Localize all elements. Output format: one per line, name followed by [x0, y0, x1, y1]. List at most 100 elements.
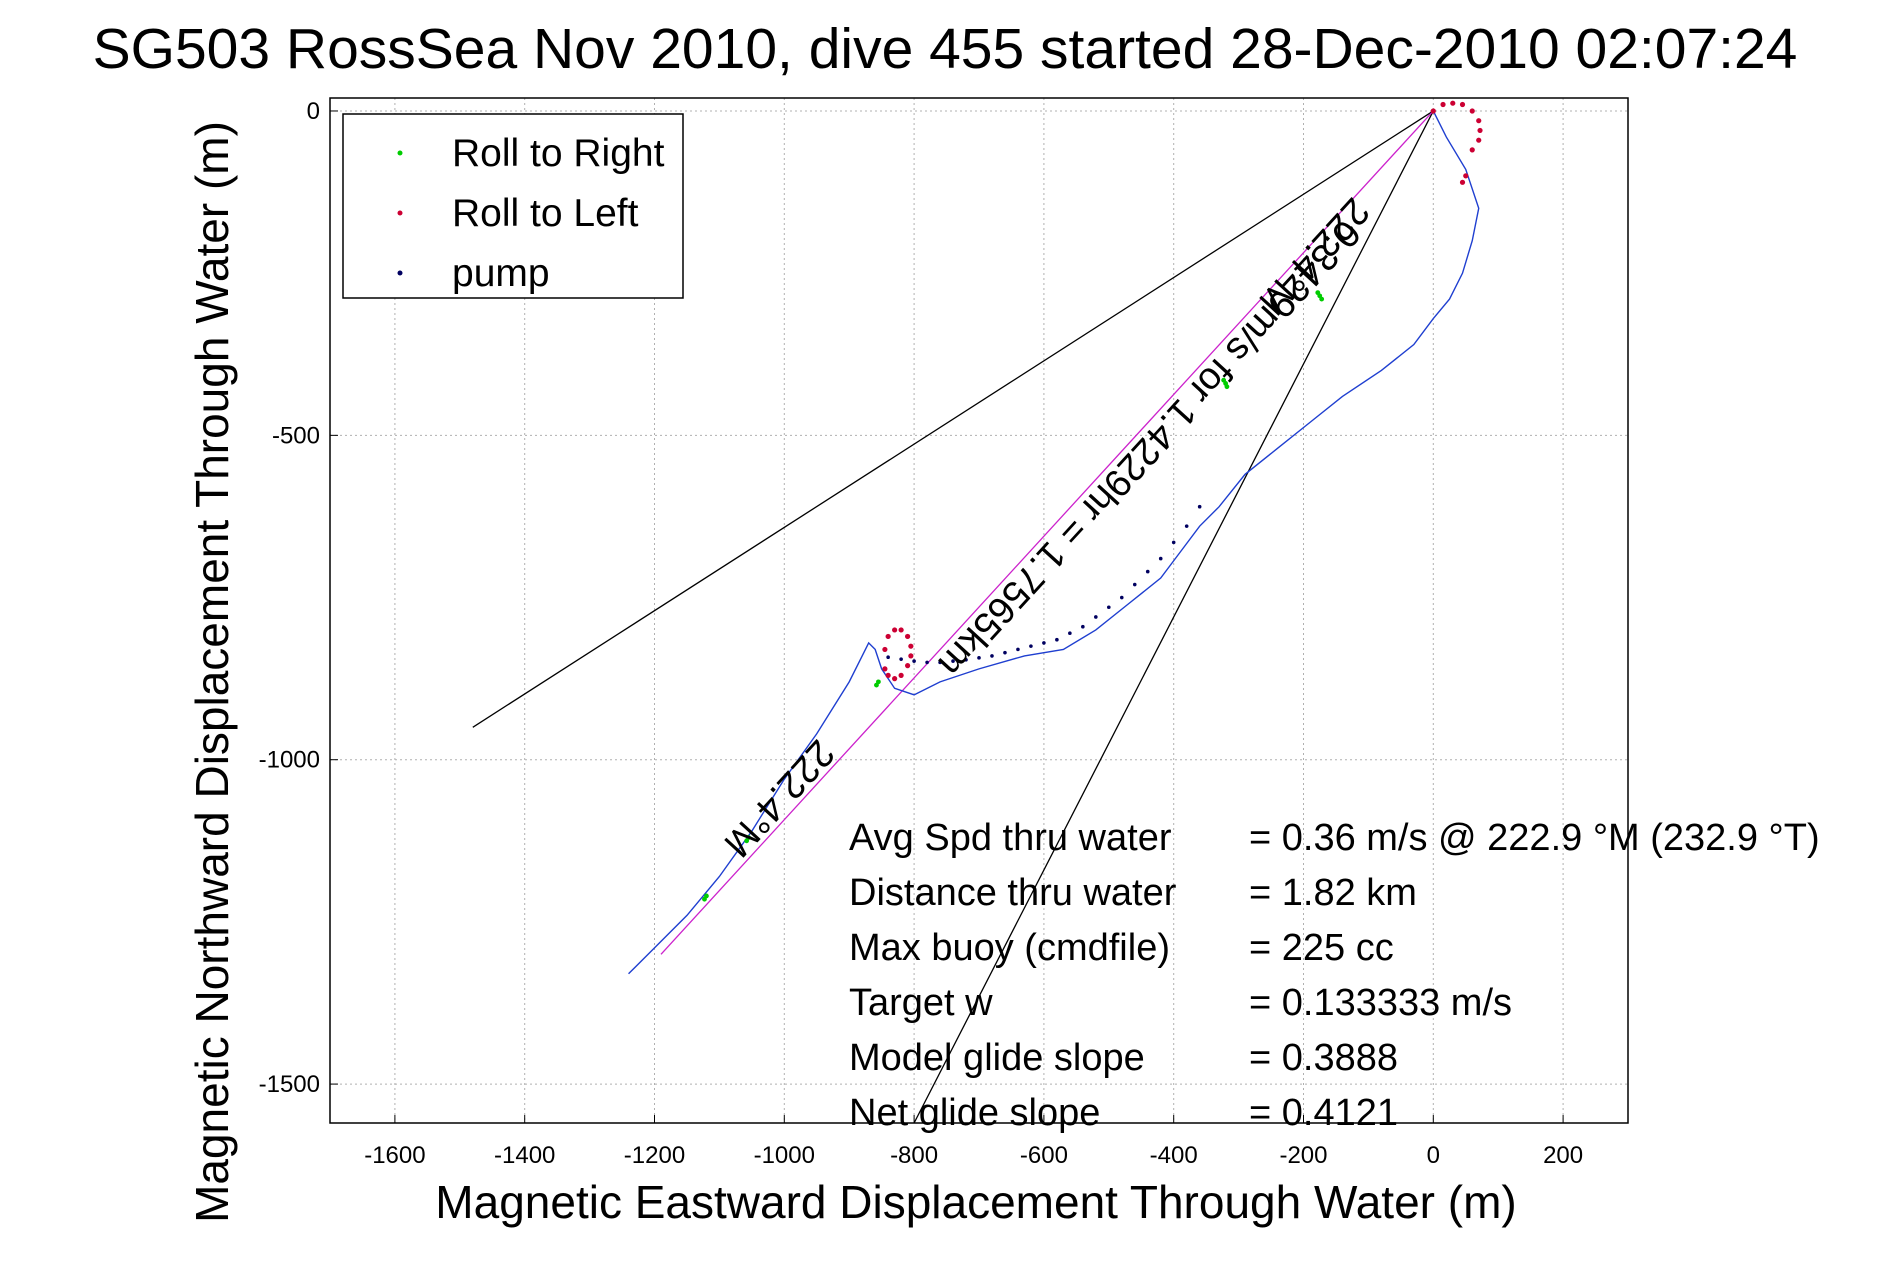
data-point — [1029, 644, 1033, 648]
data-point — [885, 633, 891, 640]
data-point — [702, 896, 707, 902]
legend: Roll to Right Roll to Left pump — [342, 113, 684, 299]
legend-marker — [397, 210, 403, 216]
data-point — [990, 654, 994, 658]
stat-value: = 225 cc — [1249, 927, 1394, 969]
stats-panel: Avg Spd thru water = 0.36 m/s @ 222.9 °M … — [849, 817, 1820, 1134]
data-point — [1068, 631, 1072, 636]
track-line — [628, 110, 1480, 975]
data-point — [1430, 108, 1436, 114]
data-point — [1477, 127, 1483, 134]
x-tick-label: -1000 — [754, 1142, 815, 1169]
heading-line-group — [660, 110, 1434, 955]
data-point — [1224, 384, 1230, 390]
stat-value: = 1.82 km — [1249, 872, 1417, 914]
data-point — [898, 672, 904, 678]
data-point — [951, 659, 955, 663]
data-point — [1319, 296, 1325, 302]
data-point — [1171, 540, 1176, 545]
tick-labels: -1600 -1400 -1200 -1000 -800 -600 -400 -200 0 200… — [259, 98, 1584, 1169]
cone-lines — [472, 110, 1434, 1124]
legend-marker — [397, 150, 403, 156]
data-point — [1094, 615, 1098, 619]
x-tick-label: -200 — [1279, 1142, 1327, 1169]
data-point — [1440, 101, 1446, 108]
y-tick-label: -500 — [272, 422, 320, 449]
y-tick-label: 0 — [307, 98, 320, 125]
data-point — [1119, 595, 1124, 600]
legend-label: pump — [452, 252, 550, 295]
stat-value: = 0.133333 m/s — [1249, 982, 1512, 1024]
x-tick-label: -600 — [1020, 1142, 1068, 1169]
stat-value: = 0.3888 — [1249, 1037, 1398, 1079]
x-tick-label: 0 — [1427, 1142, 1440, 1169]
chart-title: SG503 RossSea Nov 2010, dive 455 started… — [93, 17, 1798, 81]
x-axis-label: Magnetic Eastward Displacement Through W… — [435, 1176, 1516, 1228]
cone-line — [913, 110, 1434, 1124]
x-tick-label: -1400 — [494, 1142, 555, 1169]
data-point — [899, 657, 903, 661]
track-series — [628, 110, 1480, 975]
x-tick-label: 200 — [1543, 1142, 1583, 1169]
data-point — [1016, 647, 1020, 652]
data-point — [874, 682, 879, 688]
data-point — [1459, 179, 1466, 185]
plot-frame — [329, 97, 1629, 1124]
data-point — [1107, 605, 1111, 610]
data-point — [912, 659, 916, 663]
legend-box — [342, 113, 684, 299]
x-tick-label: -1600 — [364, 1142, 425, 1169]
heading-line — [660, 110, 1434, 955]
legend-label: Roll to Right — [452, 132, 665, 175]
data-point — [1042, 641, 1046, 645]
data-point — [898, 627, 904, 633]
stat-value: = 0.4121 — [1249, 1092, 1398, 1134]
stat-value: = 0.36 m/s @ 222.9 °M (232.9 °T) — [1249, 817, 1820, 859]
y-tick-label: -1000 — [259, 747, 320, 774]
data-point — [1459, 101, 1466, 108]
legend-marker — [397, 270, 403, 276]
data-point — [892, 676, 898, 682]
plot-border — [329, 97, 1629, 1124]
stat-label: Target w — [849, 982, 993, 1024]
x-tick-label: -1200 — [624, 1142, 685, 1169]
data-point — [977, 656, 981, 660]
data-point — [905, 633, 911, 640]
data-point — [886, 655, 890, 660]
y-tick-label: -1500 — [259, 1071, 320, 1098]
data-point — [1132, 582, 1137, 587]
stat-label: Distance thru water — [849, 872, 1177, 914]
data-point — [905, 663, 911, 669]
data-point — [1469, 147, 1475, 153]
data-point — [1463, 173, 1469, 179]
data-point — [1476, 118, 1482, 124]
legend-label: Roll to Left — [452, 192, 639, 235]
data-point — [885, 672, 891, 678]
data-point — [882, 646, 888, 653]
stat-label: Net glide slope — [849, 1092, 1100, 1134]
marker-series — [702, 100, 1483, 902]
x-tick-label: -800 — [890, 1142, 938, 1169]
stat-label: Model glide slope — [849, 1037, 1145, 1079]
data-point — [892, 627, 898, 633]
data-point — [1315, 290, 1321, 296]
data-point — [908, 653, 914, 659]
data-point — [1476, 137, 1482, 143]
data-point — [964, 658, 968, 662]
data-point — [925, 660, 929, 665]
data-point — [1145, 569, 1150, 574]
data-point — [1197, 504, 1202, 509]
data-point — [1450, 100, 1456, 106]
data-point — [908, 643, 914, 649]
y-axis-label: Magnetic Northward Displacement Through … — [186, 121, 238, 1223]
data-point — [1184, 524, 1189, 528]
data-point — [1081, 624, 1085, 629]
data-point — [938, 660, 942, 665]
data-point — [744, 838, 750, 844]
stat-label: Max buoy (cmdfile) — [849, 927, 1170, 969]
data-point — [1158, 556, 1163, 561]
data-point — [1469, 108, 1475, 114]
data-point — [882, 666, 888, 672]
cone-line — [472, 110, 1434, 728]
